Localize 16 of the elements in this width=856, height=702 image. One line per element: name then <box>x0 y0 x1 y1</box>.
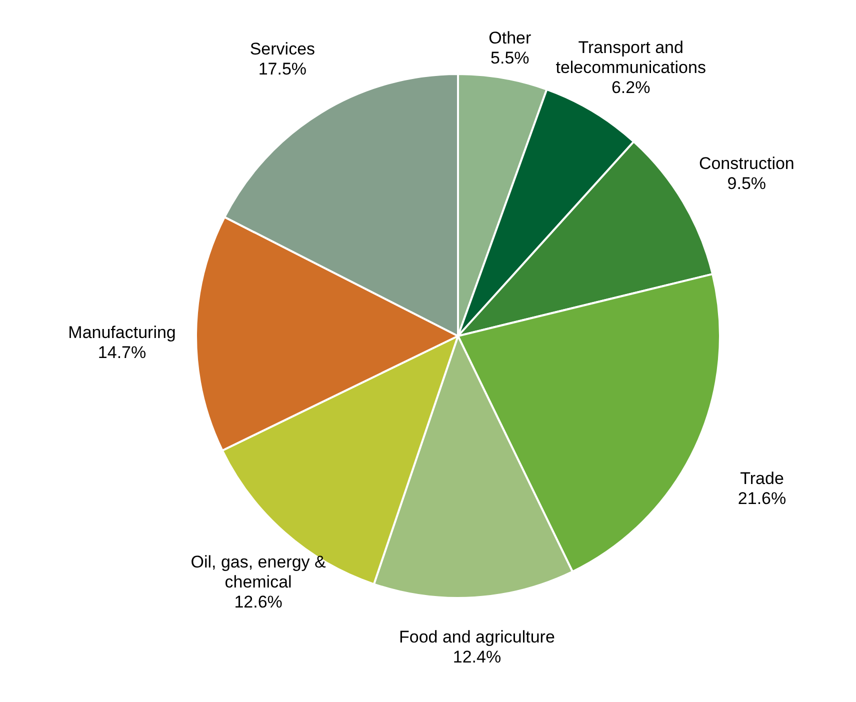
data-label: 14.7% <box>98 342 146 362</box>
slice-label: Food and agriculture <box>398 627 555 646</box>
data-label: 6.2% <box>611 78 650 97</box>
slice-label: Trade <box>740 469 784 488</box>
data-label: 12.6% <box>234 592 282 612</box>
data-label: 17.5% <box>258 60 307 79</box>
slice-label: Oil, gas, energy & chemical <box>190 552 327 592</box>
slice-label: Services <box>250 40 316 59</box>
data-label: 12.4% <box>452 647 502 666</box>
slice-label: Other <box>488 28 532 48</box>
data-label: 21.6% <box>738 489 786 508</box>
data-label: 9.5% <box>727 174 766 194</box>
slice-label: Manufacturing <box>68 322 176 342</box>
data-label: 5.5% <box>490 48 530 68</box>
slice-label: Construction <box>698 154 794 174</box>
slice-label: Transport and telecommunications <box>556 38 706 77</box>
